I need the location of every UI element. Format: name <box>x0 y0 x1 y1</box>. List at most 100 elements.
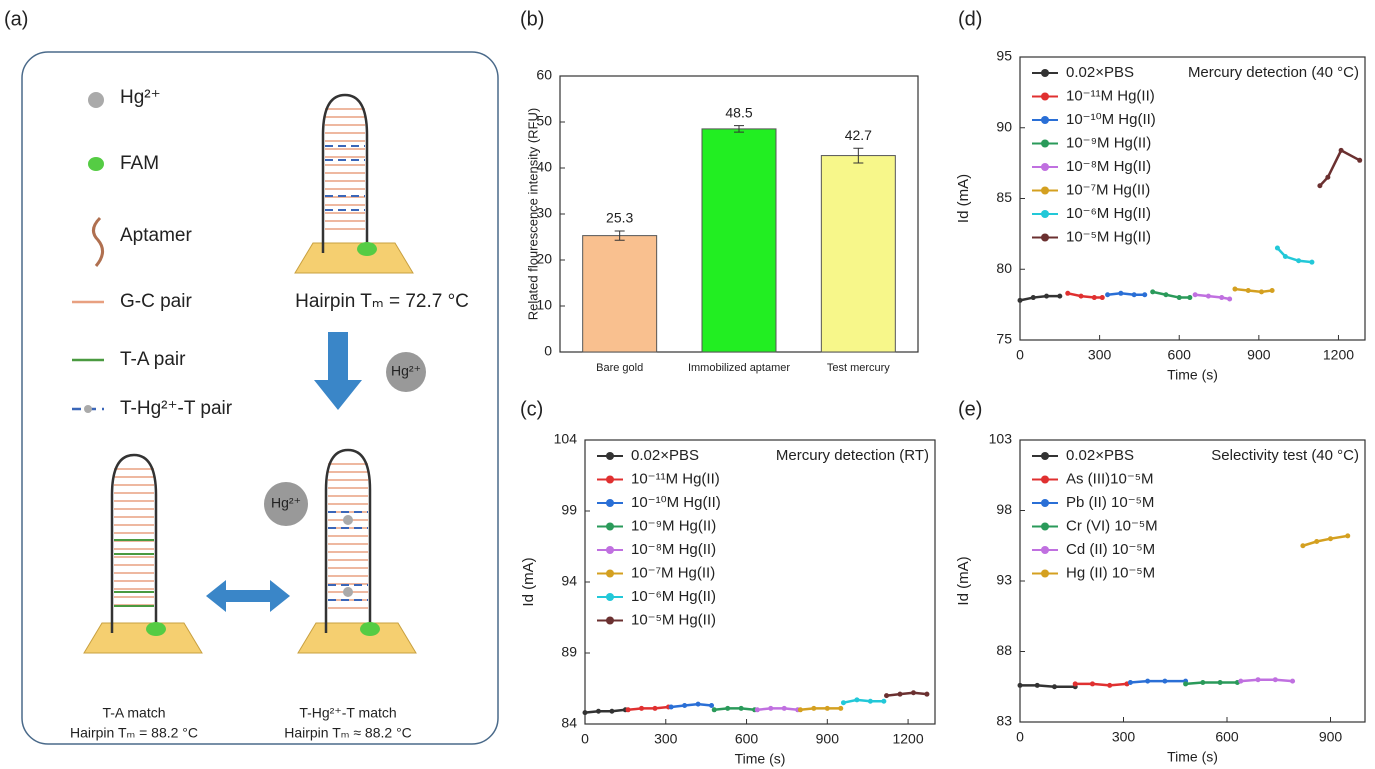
thg-icon-ion <box>84 405 92 413</box>
point <box>1193 292 1198 297</box>
point <box>868 699 873 704</box>
point <box>1052 684 1057 689</box>
legend-marker <box>1041 570 1049 578</box>
match-title: T-Hg²⁺-T match <box>299 705 396 721</box>
x-tick-label: 600 <box>735 731 759 747</box>
legend-text: Aptamer <box>120 225 192 246</box>
point <box>1270 288 1275 293</box>
point <box>1259 289 1264 294</box>
series-line <box>671 704 711 707</box>
legend-text: 10⁻⁶M Hg(II) <box>631 588 716 605</box>
series-line <box>1108 293 1145 294</box>
hg-ion-label: Hg²⁺ <box>391 363 421 379</box>
point <box>1128 680 1133 685</box>
legend-text: 0.02×PBS <box>1066 447 1134 464</box>
point <box>1206 294 1211 299</box>
annotation: Selectivity test (40 °C) <box>1211 447 1359 464</box>
y-tick-label: 98 <box>996 501 1012 517</box>
legend-text: Hg (II) 10⁻⁵M <box>1066 564 1155 581</box>
point <box>755 707 760 712</box>
point <box>1246 288 1251 293</box>
down-arrow <box>314 332 362 410</box>
y-tick-label: 85 <box>996 189 1012 205</box>
legend-marker <box>1041 476 1049 484</box>
point <box>639 706 644 711</box>
x-tick-label: 600 <box>1168 347 1192 363</box>
point <box>1227 296 1232 301</box>
series-line <box>714 708 754 709</box>
legend-marker <box>1041 234 1049 242</box>
y-tick-label: 75 <box>996 331 1012 347</box>
y-tick-label: 103 <box>989 431 1013 447</box>
x-tick-label: 1200 <box>1323 347 1354 363</box>
legend-text: 10⁻⁹M Hg(II) <box>1066 134 1151 151</box>
x-tick-label: 300 <box>1088 347 1112 363</box>
value-label: 42.7 <box>845 127 872 143</box>
legend-marker <box>606 593 614 601</box>
series-line <box>628 707 668 710</box>
series-line <box>800 708 840 709</box>
series-line <box>757 708 797 709</box>
point <box>1218 680 1223 685</box>
legend-text: T-Hg²⁺-T pair <box>120 398 233 419</box>
legend-marker <box>1041 163 1049 171</box>
series-line <box>1020 685 1075 686</box>
value-label: 48.5 <box>725 104 752 120</box>
legend-text: 10⁻⁹M Hg(II) <box>631 517 716 534</box>
hairpins <box>84 95 416 653</box>
point <box>1177 295 1182 300</box>
strand <box>326 450 370 633</box>
legend-text: Pb (II) 10⁻⁵M <box>1066 494 1154 511</box>
y-tick-label: 0 <box>544 343 552 359</box>
point <box>712 707 717 712</box>
point <box>725 706 730 711</box>
x-tick-label: 0 <box>1016 347 1024 363</box>
series-line <box>1068 293 1103 297</box>
panel-label: (c) <box>520 398 543 420</box>
point <box>1232 287 1237 292</box>
point <box>1275 246 1280 251</box>
x-tick-label: Test mercury <box>827 362 890 374</box>
x-axis-label: Time (s) <box>735 751 786 767</box>
legend-text: FAM <box>120 153 159 174</box>
point <box>1142 292 1147 297</box>
point <box>1145 679 1150 684</box>
plate <box>298 623 416 653</box>
fam <box>357 242 377 256</box>
figure: (a) Hg²⁺ FAM Aptamer G-C pair T-A pair T… <box>0 0 1375 769</box>
legend-marker <box>1041 546 1049 554</box>
point <box>596 709 601 714</box>
point <box>1044 294 1049 299</box>
legend-text: 0.02×PBS <box>631 447 699 464</box>
point <box>609 709 614 714</box>
y-axis-label: Related flourescence intensity (RFU) <box>525 108 540 320</box>
y-tick-label: 84 <box>561 715 577 731</box>
point <box>1256 677 1261 682</box>
series-line <box>1186 683 1238 684</box>
fam <box>360 622 380 636</box>
legend-marker <box>1041 523 1049 531</box>
point <box>669 704 674 709</box>
series-line <box>1320 150 1360 185</box>
legend-marker <box>606 499 614 507</box>
point <box>682 703 687 708</box>
legend-text: 10⁻⁷M Hg(II) <box>631 564 715 581</box>
panel-label: (d) <box>958 8 982 30</box>
point <box>841 700 846 705</box>
point <box>1325 175 1330 180</box>
x-tick-label: 900 <box>816 731 840 747</box>
bar <box>583 236 657 352</box>
legend-marker <box>606 476 614 484</box>
point <box>1031 295 1036 300</box>
y-axis-label: Id (mA) <box>955 556 972 605</box>
point <box>1317 183 1322 188</box>
diagram: (a) Hg²⁺ FAM Aptamer G-C pair T-A pair T… <box>4 8 498 744</box>
hairpin-tm: Hairpin Tₘ = 72.7 °C <box>295 291 469 312</box>
legend-text: 10⁻¹¹M Hg(II) <box>631 470 720 487</box>
series-line <box>1075 684 1127 685</box>
point <box>1238 679 1243 684</box>
point <box>1162 679 1167 684</box>
legend-text: 10⁻⁷M Hg(II) <box>1066 181 1150 198</box>
y-axis-label: Id (mA) <box>520 557 537 606</box>
y-tick-label: 90 <box>996 118 1012 134</box>
